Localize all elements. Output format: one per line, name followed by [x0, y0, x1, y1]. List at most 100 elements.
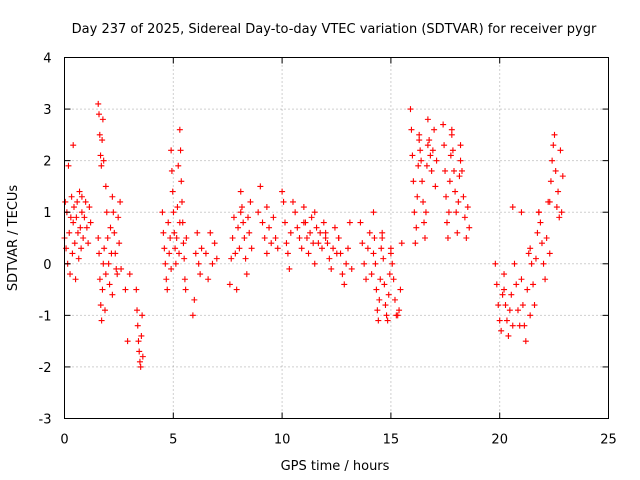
data-point — [167, 235, 174, 241]
data-point — [74, 229, 81, 236]
data-point — [559, 173, 566, 180]
data-point — [391, 296, 398, 303]
data-point — [389, 260, 396, 267]
data-point — [343, 260, 350, 267]
x-tick-labels: 0 5 10 15 20 25 — [60, 433, 616, 448]
data-point — [168, 147, 175, 154]
data-point — [457, 157, 464, 164]
data-point — [298, 245, 305, 252]
data-point — [296, 235, 303, 241]
data-point — [246, 229, 253, 236]
data-point — [209, 260, 216, 267]
data-point — [543, 235, 550, 241]
data-point — [213, 255, 220, 262]
data-point — [337, 250, 344, 257]
data-point — [538, 240, 545, 247]
data-point — [181, 255, 188, 262]
data-point — [431, 126, 438, 133]
x-tick-label: 20 — [491, 433, 508, 448]
data-point — [505, 332, 512, 339]
data-point — [498, 327, 505, 334]
data-point — [527, 245, 534, 252]
data-point — [175, 162, 182, 169]
data-point — [556, 214, 563, 221]
data-point — [96, 276, 103, 283]
data-point — [85, 240, 92, 247]
data-point — [457, 142, 464, 149]
data-point — [552, 167, 559, 174]
data-point — [499, 291, 506, 298]
data-point — [540, 260, 547, 267]
data-point — [236, 245, 243, 252]
data-point — [76, 188, 83, 195]
data-point — [514, 307, 521, 314]
data-point — [116, 240, 123, 247]
data-point — [412, 240, 419, 247]
data-point — [496, 317, 503, 324]
data-point — [384, 317, 391, 324]
data-point — [266, 224, 273, 231]
data-point — [452, 188, 459, 195]
data-point — [87, 219, 94, 226]
data-point — [75, 255, 82, 262]
data-point — [109, 193, 116, 200]
data-point — [302, 219, 309, 226]
data-point — [519, 302, 526, 309]
data-point — [289, 198, 296, 205]
data-point — [171, 229, 178, 236]
data-point — [424, 116, 431, 123]
data-point — [307, 229, 314, 236]
data-point — [443, 193, 450, 200]
data-point — [364, 245, 371, 252]
data-point — [242, 255, 249, 262]
data-point — [419, 178, 426, 185]
data-point — [183, 235, 190, 241]
data-point — [243, 271, 250, 278]
data-point — [230, 214, 237, 221]
data-point — [443, 219, 450, 226]
data-point — [100, 157, 107, 164]
data-point — [240, 219, 247, 226]
data-point — [73, 214, 80, 221]
data-point — [551, 131, 558, 138]
x-tick-label: 10 — [274, 433, 291, 448]
data-point — [493, 281, 500, 288]
data-point — [70, 219, 77, 226]
data-point — [335, 235, 342, 241]
data-point — [348, 265, 355, 272]
y-tick-label: 1 — [43, 206, 51, 221]
data-point — [373, 286, 380, 293]
data-point — [525, 250, 532, 257]
data-point — [442, 167, 449, 174]
plot-frame — [64, 57, 609, 419]
data-point — [305, 250, 312, 257]
data-point — [96, 131, 103, 138]
data-point — [211, 240, 218, 247]
data-point — [366, 229, 373, 236]
data-point — [189, 312, 196, 319]
data-point — [248, 245, 255, 252]
data-point — [83, 224, 90, 231]
data-point — [163, 276, 170, 283]
data-point — [139, 353, 146, 360]
data-point — [238, 204, 245, 211]
data-point — [300, 204, 307, 211]
data-point — [233, 286, 240, 293]
data-point — [370, 209, 377, 216]
data-point — [429, 147, 436, 154]
data-point — [458, 167, 465, 174]
data-point — [421, 235, 428, 241]
data-point — [553, 204, 560, 211]
data-point — [245, 214, 252, 221]
data-point — [98, 162, 105, 169]
data-point — [318, 245, 325, 252]
data-point — [308, 214, 315, 221]
data-point — [263, 204, 270, 211]
data-point — [107, 224, 114, 231]
data-point — [310, 240, 317, 247]
data-point — [66, 229, 73, 236]
data-point — [257, 183, 264, 190]
data-point — [386, 271, 393, 278]
data-point — [387, 250, 394, 257]
data-point — [518, 276, 525, 283]
